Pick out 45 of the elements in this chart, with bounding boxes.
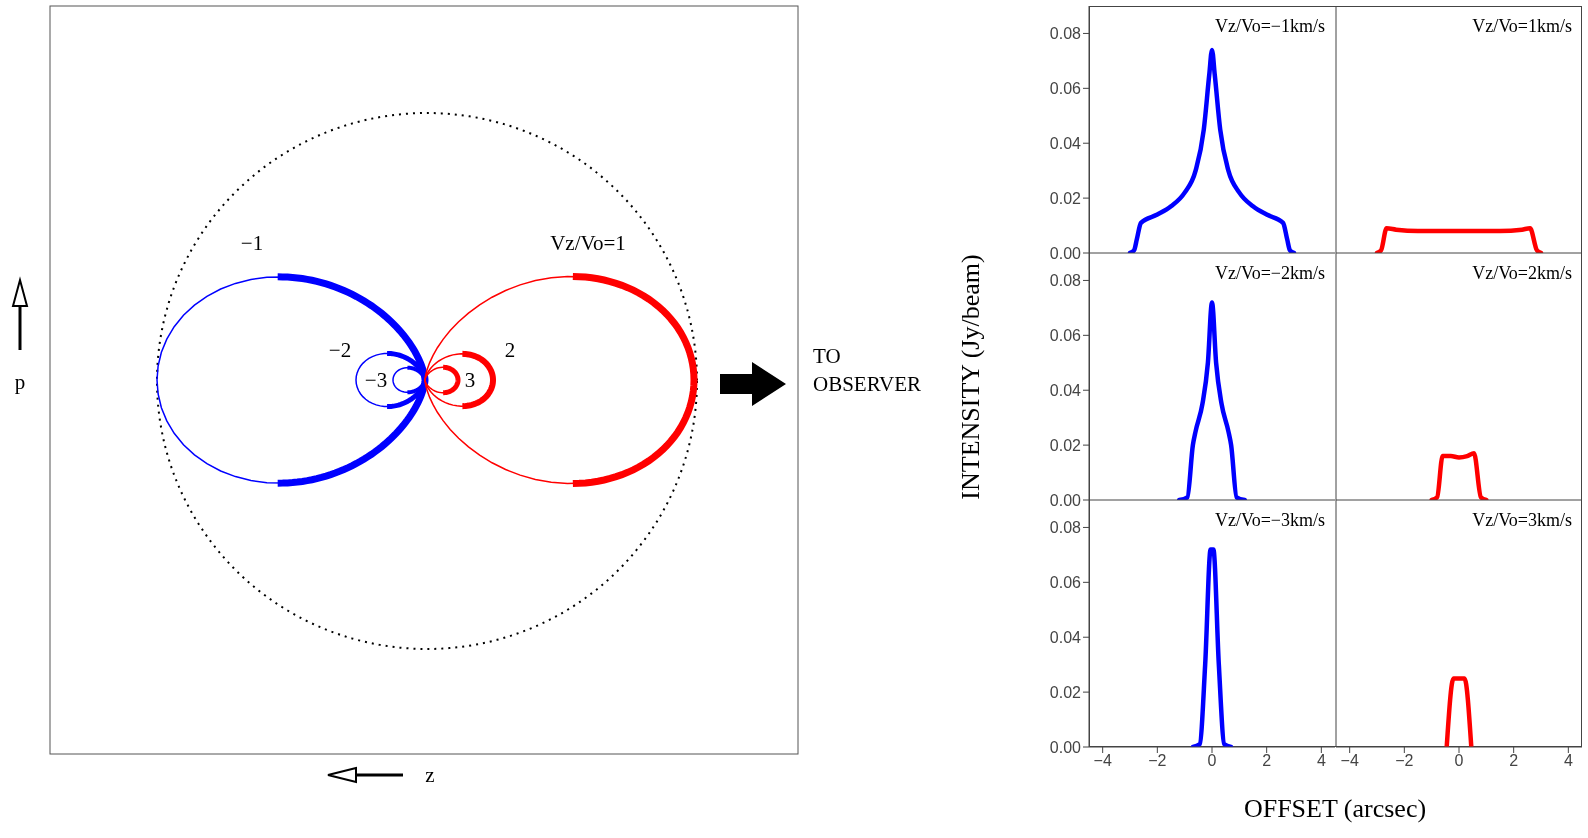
- x-tick-label: 0: [1454, 752, 1464, 770]
- x-tick-label: −2: [1395, 752, 1414, 770]
- x-tick-label: 2: [1262, 752, 1272, 770]
- y-tick-label: 0.04: [1049, 628, 1082, 646]
- text: 3: [464, 366, 476, 394]
- y-tick-label: 0.02: [1049, 683, 1082, 701]
- text: TO OBSERVER: [813, 342, 922, 398]
- annotation: Vz/Vo=2km/s: [1472, 263, 1572, 284]
- y-tick-label: 0.00: [1049, 491, 1082, 509]
- y-tick-label: 0.02: [1049, 189, 1082, 207]
- text: Vz/Vo=1: [550, 229, 626, 257]
- text: −3: [364, 366, 388, 394]
- x-tick-label: 2: [1509, 752, 1519, 770]
- text: −1: [240, 229, 264, 257]
- x-tick-label: 0: [1207, 752, 1217, 770]
- x-tick-label: −2: [1148, 752, 1167, 770]
- x-axis-title: OFFSET (arcsec): [1243, 794, 1427, 824]
- line-series: [1190, 547, 1234, 747]
- x-tick-label: 4: [1563, 752, 1573, 770]
- y-tick-label: 0.08: [1049, 519, 1082, 537]
- text: z: [425, 761, 435, 789]
- y-tick-label: 0.00: [1049, 244, 1082, 262]
- y-tick-label: 0.00: [1049, 738, 1082, 756]
- line-series: [1127, 47, 1297, 253]
- x-tick-label: −4: [1093, 752, 1112, 770]
- annotation: Vz/Vo=3km/s: [1472, 510, 1572, 531]
- y-tick-label: 0.04: [1049, 134, 1082, 152]
- y-tick-label: 0.04: [1049, 381, 1082, 399]
- line-series: [1176, 300, 1248, 500]
- y-tick-label: 0.06: [1049, 327, 1082, 345]
- text: p: [14, 368, 26, 396]
- annotation: Vz/Vo=−2km/s: [1215, 263, 1325, 284]
- annotation: Vz/Vo=−1km/s: [1215, 16, 1325, 37]
- y-tick-label: 0.08: [1049, 272, 1082, 290]
- y-tick-label: 0.02: [1049, 436, 1082, 454]
- annotation: Vz/Vo=1km/s: [1472, 16, 1572, 37]
- x-tick-label: 4: [1316, 752, 1326, 770]
- text: 2: [504, 336, 516, 364]
- annotation: Vz/Vo=−3km/s: [1215, 510, 1325, 531]
- text: −2: [328, 336, 352, 364]
- y-tick-label: 0.06: [1049, 574, 1082, 592]
- x-tick-label: −4: [1340, 752, 1359, 770]
- y-tick-label: 0.06: [1049, 80, 1082, 98]
- y-axis-title: INTENSITY (Jy/beam): [956, 253, 986, 500]
- y-tick-label: 0.08: [1049, 25, 1082, 43]
